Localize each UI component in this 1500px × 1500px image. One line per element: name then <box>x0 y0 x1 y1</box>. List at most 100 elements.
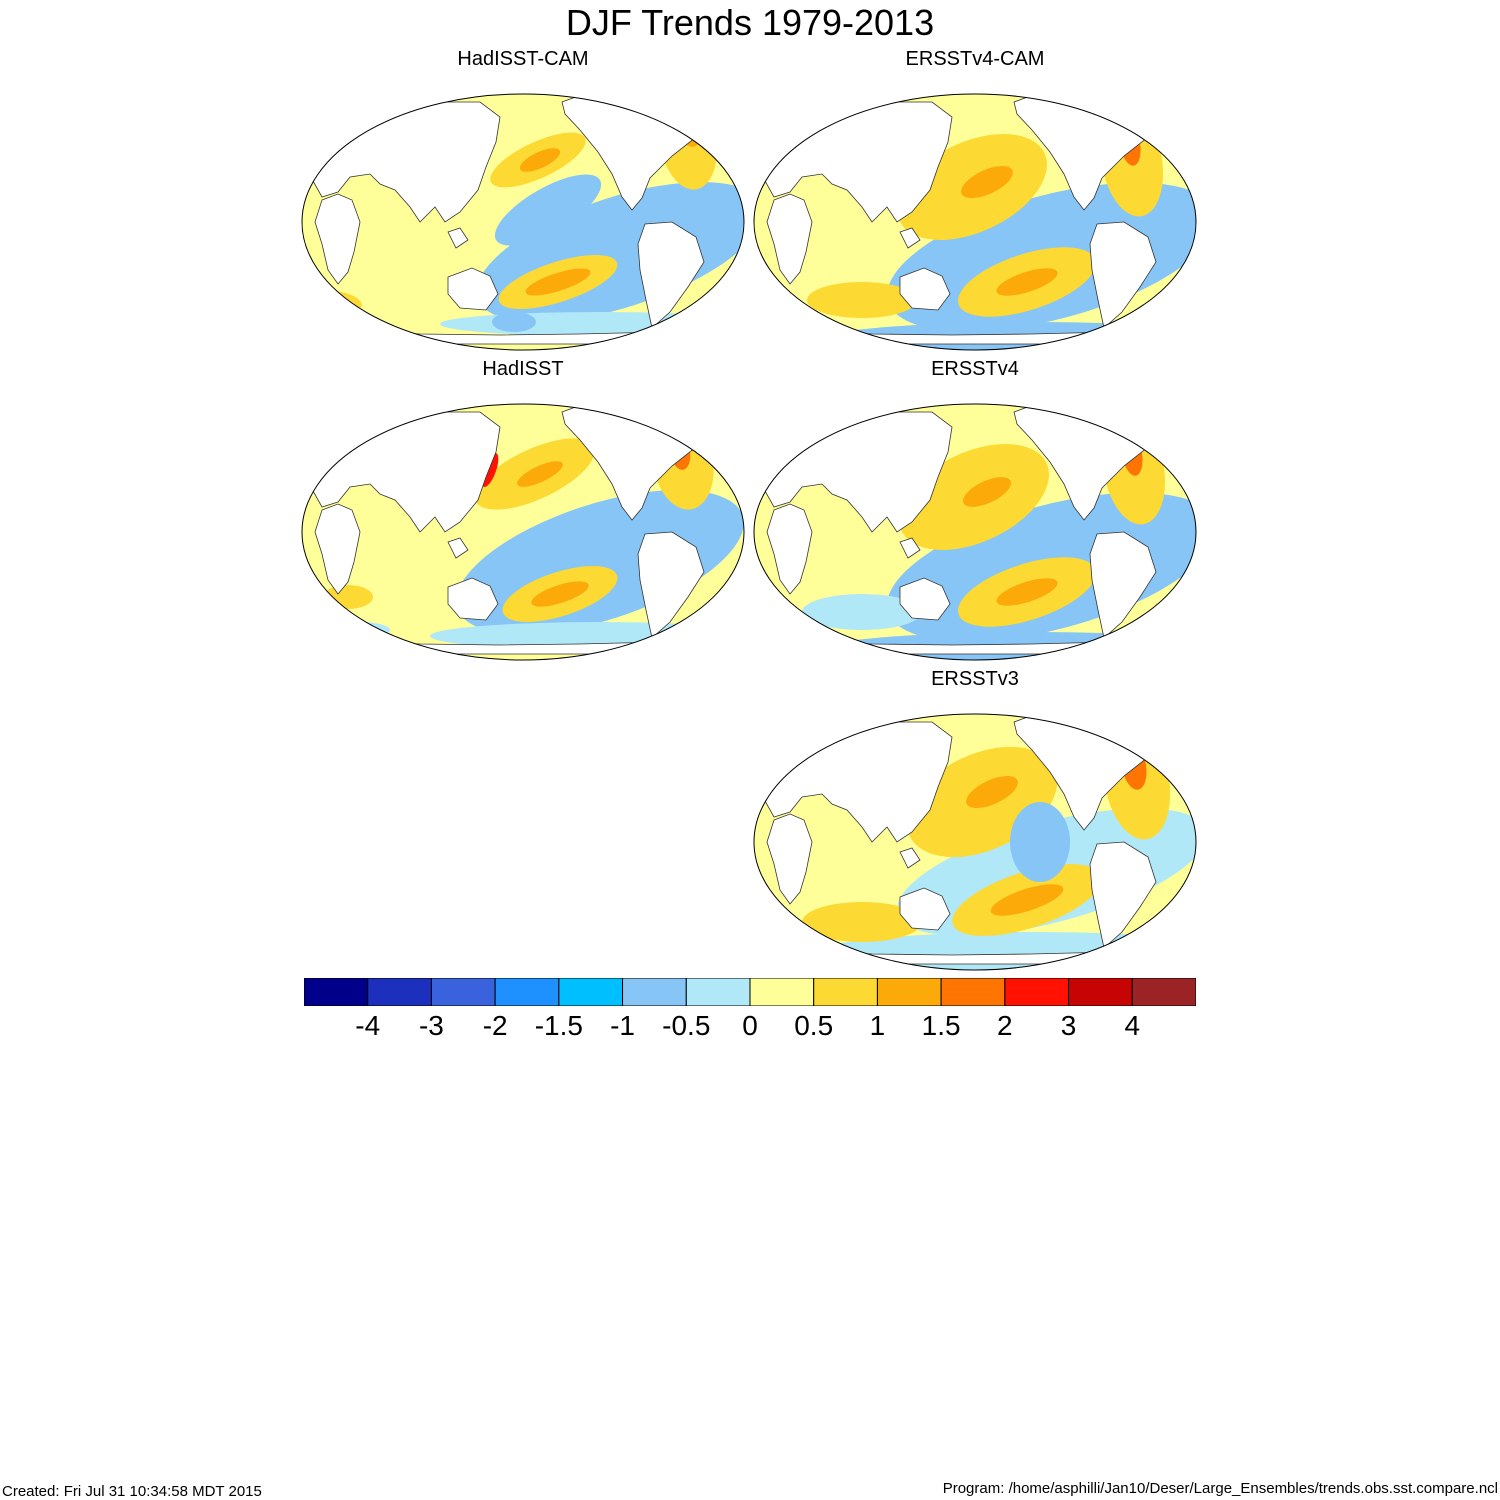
colorbar-tick-label: 0 <box>742 1010 758 1041</box>
map-border <box>301 93 745 351</box>
colorbar-box <box>876 978 942 1006</box>
landmass-greenland <box>1127 714 1157 739</box>
landmass-africa <box>314 193 361 285</box>
colorbar-box <box>304 978 369 1006</box>
colorbar-labels: -4 -3 -2 -1.5 -1 -0.5 0 0.5 1 1.5 2 3 4 <box>304 1010 1196 1044</box>
map-panel-ersstv4: ERSSTv4 <box>752 358 1198 662</box>
trend-contour <box>802 594 922 630</box>
landmass-africa <box>766 193 813 285</box>
trend-contour <box>961 165 1013 199</box>
landmass-greenland <box>1127 94 1157 119</box>
trend-contour <box>492 312 536 332</box>
map-border <box>753 713 1197 971</box>
landmass-samerica <box>637 221 705 329</box>
ocean-field <box>754 94 1196 350</box>
map-border <box>753 403 1197 661</box>
landmass-australia <box>899 577 951 621</box>
trend-contour <box>807 282 917 318</box>
colorbar-box <box>940 978 1006 1006</box>
created-timestamp: Created: Fri Jul 31 10:34:58 MDT 2015 <box>2 1483 262 1500</box>
sst-trend-map <box>753 403 1197 661</box>
landmass-australia <box>899 887 951 931</box>
colorbar-tick-label: -1 <box>610 1010 636 1041</box>
colorbar-box <box>558 978 624 1006</box>
trend-contour <box>440 312 744 336</box>
landmass-samerica <box>1089 531 1157 639</box>
colorbar-box <box>685 978 751 1006</box>
colorbar-tick-label: -3 <box>418 1010 444 1041</box>
landmass-australia <box>447 267 499 311</box>
trend-contour <box>990 884 1064 916</box>
landmass-indonesia <box>447 227 469 249</box>
trend-contour <box>1010 802 1070 882</box>
trend-contour <box>494 174 602 246</box>
colorbar-tick-label: -4 <box>355 1010 381 1041</box>
trend-contour <box>966 775 1018 809</box>
landmass-samerica <box>1089 221 1157 329</box>
ocean-field <box>754 714 1196 970</box>
colorbar-box <box>749 978 815 1006</box>
trend-contour <box>649 105 661 115</box>
colorbar-tick-label: 0.5 <box>794 1010 834 1041</box>
colorbar-tick-label: 3 <box>1060 1010 1077 1041</box>
colorbar-tick-label: 1 <box>869 1010 886 1041</box>
trend-contour <box>519 148 561 172</box>
panel-title: ERSSTv4 <box>931 358 1019 380</box>
colorbar-tick-label: -1.5 <box>534 1010 583 1041</box>
colorbar-tick-label: -2 <box>482 1010 508 1041</box>
trend-contour <box>517 461 563 487</box>
panel-title: ERSSTv4-CAM <box>905 48 1045 70</box>
map-panel-ersstv4-cam: ERSSTv4-CAM <box>752 48 1198 352</box>
figure-title: DJF Trends 1979-2013 <box>565 2 935 43</box>
sst-trend-map <box>301 403 745 661</box>
trend-contour <box>996 268 1058 296</box>
landmass-indonesia <box>899 227 921 249</box>
colorbar <box>304 978 1196 1006</box>
trend-contour <box>323 585 373 609</box>
landmass-indonesia <box>447 537 469 559</box>
landmass-australia <box>447 577 499 621</box>
colorbar-boxes <box>304 978 1196 1006</box>
landmass-indonesia <box>899 847 921 869</box>
ocean-field <box>302 94 744 350</box>
ocean-field <box>754 404 1196 660</box>
panel-title: ERSSTv3 <box>931 668 1019 690</box>
colorbar-box <box>494 978 560 1006</box>
colorbar-box <box>813 978 878 1006</box>
colorbar-box <box>430 978 496 1006</box>
landmass-greenland <box>675 94 705 119</box>
map-border <box>301 403 745 661</box>
landmass-africa <box>314 503 361 595</box>
panel-title: HadISST <box>482 358 564 380</box>
sst-trend-map <box>301 93 745 351</box>
trend-contour <box>377 108 393 116</box>
trend-contour <box>525 268 591 296</box>
landmass-indonesia <box>899 537 921 559</box>
colorbar-box <box>1004 978 1070 1006</box>
landmass-samerica <box>637 531 705 639</box>
colorbar-box <box>367 978 432 1006</box>
panel-title: HadISST-CAM <box>457 48 589 70</box>
landmass-samerica <box>1089 841 1157 949</box>
trend-contour <box>531 581 589 607</box>
colorbar-tick-label: 2 <box>997 1010 1013 1041</box>
colorbar-box <box>622 978 687 1006</box>
landmass-greenland <box>1127 404 1157 429</box>
program-path: Program: /home/asphilli/Jan10/Deser/Larg… <box>942 1480 1498 1497</box>
map-panel-hadisst: HadISST <box>300 358 746 662</box>
map-panel-ersstv3: ERSSTv3 <box>752 668 1198 972</box>
map-border <box>753 93 1197 351</box>
landmass-greenland <box>675 404 705 429</box>
trend-contour <box>996 578 1058 606</box>
landmass-africa <box>766 813 813 905</box>
trend-contour <box>802 902 922 942</box>
colorbar-tick-label: 4 <box>1124 1010 1141 1041</box>
ocean-field <box>302 404 744 660</box>
trend-contour <box>962 477 1012 507</box>
colorbar-box <box>1131 978 1196 1006</box>
sst-trend-map <box>753 713 1197 971</box>
landmass-australia <box>899 267 951 311</box>
map-panel-hadisst-cam: HadISST-CAM <box>300 48 746 352</box>
colorbar-box <box>1068 978 1133 1006</box>
sst-trend-map <box>753 93 1197 351</box>
